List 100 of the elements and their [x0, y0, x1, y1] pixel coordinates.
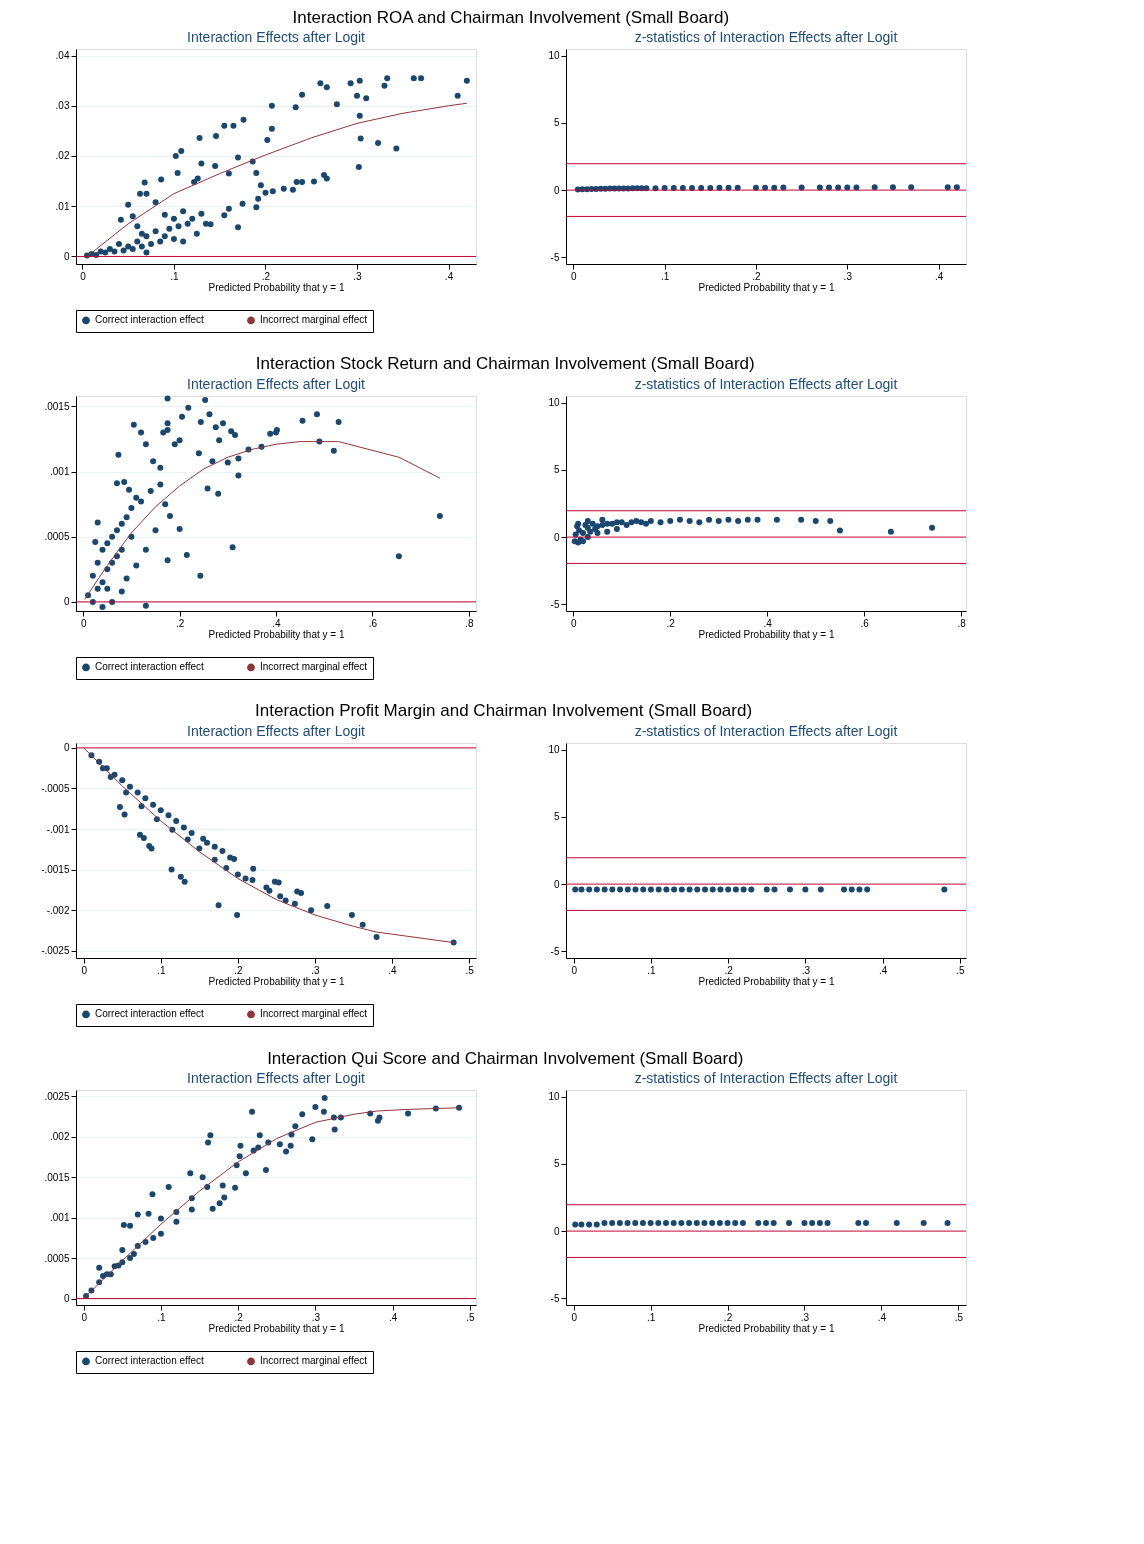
- x-tick-label: .5: [466, 1311, 475, 1323]
- x-tick-label: .3: [353, 270, 363, 282]
- y-tick-label: 10: [548, 1091, 560, 1103]
- y-tick-label: -5: [550, 1292, 560, 1304]
- chart-title: Interaction Effects after Logit: [187, 1070, 366, 1086]
- x-tick-label: .6: [860, 617, 870, 629]
- y-tick-label: .02: [55, 150, 70, 162]
- x-tick-label: .3: [311, 1311, 321, 1323]
- y-tick-label: 5: [553, 464, 560, 476]
- chart-title: Interaction Effects after Logit: [187, 29, 366, 45]
- y-tick-label: 5: [553, 1158, 560, 1170]
- y-tick-label: 10: [548, 744, 560, 756]
- y-tick-label: .001: [50, 1212, 70, 1224]
- x-tick-label: .2: [666, 617, 676, 629]
- y-tick-label: 0: [63, 596, 70, 608]
- x-tick-label: .4: [934, 270, 944, 282]
- x-tick-label: 0: [571, 270, 578, 282]
- y-tick-label: .0015: [44, 1171, 70, 1183]
- x-tick-label: .8: [465, 617, 474, 629]
- y-tick-label: 0: [553, 1225, 560, 1237]
- x-tick-label: .2: [234, 1311, 244, 1323]
- y-tick-label: -5: [550, 945, 560, 957]
- x-tick-label: .5: [956, 964, 965, 976]
- legend-label: Incorrect marginal effect: [260, 314, 368, 326]
- y-tick-label: -.001: [46, 823, 70, 835]
- x-tick-label: 0: [570, 617, 577, 629]
- x-axis-title: Predicted Probability that y = 1: [208, 1322, 345, 1334]
- x-tick-label: .4: [272, 617, 282, 629]
- x-tick-label: .2: [234, 964, 243, 976]
- y-tick-label: 5: [553, 117, 560, 129]
- chart-title: z-statistics of Interaction Effects after Logit: [634, 1070, 898, 1086]
- y-tick-label: .0005: [44, 1252, 70, 1264]
- legend-label: Correct interaction effect: [95, 1355, 204, 1367]
- x-tick-label: .3: [800, 1311, 810, 1323]
- y-tick-label: .001: [50, 466, 70, 478]
- text: Interaction Stock Return and Chairman Involvement (Small Board): [255, 354, 755, 374]
- legend-label: Correct interaction effect: [95, 1008, 204, 1020]
- legend-label: Incorrect marginal effect: [260, 1355, 368, 1367]
- x-tick-label: .1: [647, 964, 657, 976]
- x-tick-label: .2: [175, 617, 185, 629]
- x-tick-label: .2: [261, 270, 271, 282]
- y-tick-label: -5: [550, 251, 560, 263]
- x-tick-label: .4: [444, 270, 454, 282]
- y-tick-label: 0: [553, 878, 560, 890]
- x-axis-title: Predicted Probability that y = 1: [208, 628, 345, 640]
- x-tick-label: .4: [388, 1311, 398, 1323]
- y-tick-label: -.0025: [41, 945, 70, 957]
- chart-title: Interaction Effects after Logit: [187, 722, 366, 739]
- legend-label: Correct interaction effect: [95, 314, 204, 326]
- x-axis-title: Predicted Probability that y = 1: [208, 975, 345, 987]
- y-tick-label: 0: [553, 531, 560, 543]
- x-axis-title: Predicted Probability that y = 1: [698, 628, 835, 640]
- x-tick-label: .4: [763, 617, 773, 629]
- y-tick-label: .0015: [44, 400, 70, 412]
- y-tick-label: .0025: [44, 1090, 70, 1102]
- chart-title: z-statistics of Interaction Effects after Logit: [634, 376, 898, 392]
- y-tick-label: 0: [63, 250, 70, 262]
- x-tick-label: .3: [801, 964, 811, 976]
- chart-title: Interaction Effects after Logit: [187, 375, 366, 392]
- x-tick-label: .1: [157, 1311, 167, 1323]
- x-tick-label: 0: [80, 270, 87, 282]
- x-tick-label: 0: [81, 964, 88, 976]
- x-tick-label: 0: [81, 1311, 88, 1323]
- chart-title: z-statistics of Interaction Effects after Logit: [634, 29, 898, 45]
- x-tick-label: .8: [957, 617, 967, 629]
- x-tick-label: .4: [878, 964, 888, 976]
- text: Interaction Profit Margin and Chairman Involvement (Small Board): [255, 701, 753, 721]
- x-tick-label: .1: [660, 270, 670, 282]
- y-tick-label: -.002: [46, 904, 70, 916]
- x-tick-label: .5: [954, 1311, 964, 1323]
- legend-label: Correct interaction effect: [95, 661, 204, 673]
- x-tick-label: .4: [877, 1311, 887, 1323]
- y-tick-label: .03: [55, 100, 70, 112]
- y-tick-label: .002: [50, 1131, 70, 1143]
- x-tick-label: .1: [157, 964, 166, 976]
- y-tick-label: 0: [63, 1293, 70, 1305]
- y-tick-label: 10: [548, 397, 560, 409]
- x-tick-label: 0: [80, 617, 87, 629]
- x-tick-label: .3: [311, 964, 321, 976]
- legend-label: Incorrect marginal effect: [260, 661, 368, 673]
- x-tick-label: .2: [724, 964, 734, 976]
- legend-label: Incorrect marginal effect: [260, 1008, 368, 1020]
- x-tick-label: .2: [752, 270, 762, 282]
- y-tick-label: -.0015: [41, 864, 70, 876]
- y-tick-label: 0: [63, 742, 70, 754]
- chart-title: z-statistics of Interaction Effects after Logit: [634, 723, 898, 739]
- x-tick-label: .6: [368, 617, 378, 629]
- y-tick-label: -5: [550, 598, 560, 610]
- x-tick-label: 0: [571, 964, 578, 976]
- y-tick-label: .04: [55, 50, 70, 62]
- x-tick-label: .1: [646, 1311, 656, 1323]
- text: Interaction Qui Score and Chairman Involvement (Small Board): [267, 1048, 744, 1068]
- y-tick-label: -.0005: [41, 782, 70, 794]
- x-tick-label: .1: [170, 270, 180, 282]
- x-tick-label: .3: [843, 270, 853, 282]
- x-axis-title: Predicted Probability that y = 1: [698, 975, 835, 987]
- text: Interaction ROA and Chairman Involvement (Small Board): [292, 7, 730, 27]
- y-tick-label: .01: [55, 200, 70, 212]
- x-axis-title: Predicted Probability that y = 1: [698, 281, 835, 293]
- y-tick-label: .0005: [44, 531, 70, 543]
